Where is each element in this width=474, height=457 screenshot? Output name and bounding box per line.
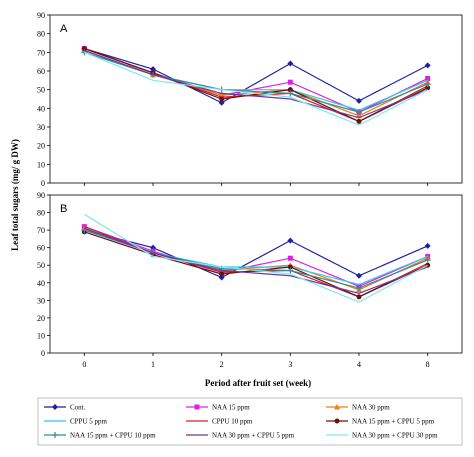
y-axis-label: Leaf total sugars (mg/ g DW) bbox=[10, 139, 20, 251]
legend-item-naa-15-ppm-cppu-5-ppm: NAA 15 ppm + CPPU 5 ppm bbox=[326, 418, 435, 426]
y-tick-label: 70 bbox=[37, 48, 45, 57]
legend-label: NAA 15 ppm + CPPU 5 ppm bbox=[352, 418, 435, 426]
legend-swatch-marker bbox=[334, 418, 340, 424]
y-tick-label: 10 bbox=[37, 331, 45, 340]
y-tick-label: 40 bbox=[37, 279, 45, 288]
y-tick-label: 20 bbox=[37, 142, 45, 151]
y-tick-label: 50 bbox=[37, 261, 45, 270]
legend-label: Cont. bbox=[70, 404, 86, 412]
data-point-cont bbox=[424, 242, 431, 249]
data-point-naa-15-ppm bbox=[287, 79, 293, 85]
panel-label: B bbox=[60, 203, 67, 215]
data-point-naa-15-ppm-cppu-5-ppm bbox=[219, 271, 225, 277]
series-line-naa-30-ppm-cppu-30-ppm bbox=[84, 213, 428, 303]
data-point-naa-15-ppm-cppu-10-ppm bbox=[356, 109, 362, 116]
data-point-cont bbox=[218, 274, 225, 281]
legend-swatch-marker bbox=[52, 404, 58, 410]
legend-item-naa-15-ppm-cppu-10-ppm: NAA 15 ppm + CPPU 10 ppm bbox=[44, 432, 156, 440]
x-tick-label: 1 bbox=[151, 360, 155, 369]
y-tick-label: 90 bbox=[37, 191, 45, 200]
series-naa-30-ppm-cppu-30-ppm bbox=[84, 51, 428, 126]
y-tick-label: 0 bbox=[41, 349, 45, 358]
plot-frame bbox=[49, 194, 463, 354]
y-tick-label: 90 bbox=[37, 11, 45, 20]
data-point-naa-15-ppm-cppu-5-ppm bbox=[356, 294, 362, 300]
panel-label: A bbox=[60, 23, 68, 35]
y-tick-label: 30 bbox=[37, 296, 45, 305]
legend-label: CPPU 10 ppm bbox=[212, 418, 253, 426]
y-tick-label: 50 bbox=[37, 86, 45, 95]
y-tick-label: 10 bbox=[37, 160, 45, 169]
legend-item-cont: Cont. bbox=[44, 404, 86, 412]
data-point-cont bbox=[287, 60, 294, 67]
legend-item-naa-30-ppm-cppu-30-ppm: NAA 30 ppm + CPPU 30 ppm bbox=[326, 432, 438, 440]
data-point-naa-15-ppm-cppu-5-ppm bbox=[287, 87, 293, 93]
data-point-naa-15-ppm-cppu-10-ppm bbox=[424, 256, 431, 263]
legend-item-naa-30-ppm-cppu-5-ppm: NAA 30 ppm + CPPU 5 ppm bbox=[186, 432, 295, 440]
legend-item-cppu-5-ppm: CPPU 5 ppm bbox=[44, 418, 108, 426]
legend-box bbox=[37, 397, 463, 446]
y-tick-label: 80 bbox=[37, 30, 45, 39]
series-line-cont bbox=[84, 229, 428, 279]
data-point-naa-15-ppm-cppu-5-ppm bbox=[425, 85, 431, 91]
legend-label: CPPU 5 ppm bbox=[70, 418, 108, 426]
x-tick-label: 0 bbox=[82, 360, 86, 369]
series-naa-30-ppm-cppu-5-ppm bbox=[84, 49, 428, 119]
legend-label: NAA 30 ppm + CPPU 30 ppm bbox=[352, 432, 438, 440]
series-line-naa-15-ppm-cppu-5-ppm bbox=[84, 48, 428, 123]
chart-panel-a: A 0 10 20 30 40 50 60 70 80 90 bbox=[37, 11, 463, 188]
x-tick-label: 8 bbox=[426, 360, 430, 369]
y-tick-label: 30 bbox=[37, 123, 45, 132]
y-tick-label: 60 bbox=[37, 67, 45, 76]
data-point-naa-15-ppm-cppu-10-ppm bbox=[81, 227, 88, 234]
data-point-naa-15-ppm-cppu-10-ppm bbox=[81, 49, 88, 56]
data-point-naa-15-ppm-cppu-5-ppm bbox=[219, 96, 225, 102]
data-point-naa-15-ppm-cppu-5-ppm bbox=[81, 46, 87, 52]
chart-panel-b: B 0 10 20 30 40 50 60 70 80 90 0 1 2 3 4 8 bbox=[37, 191, 463, 369]
data-point-naa-15-ppm-cppu-5-ppm bbox=[287, 264, 293, 270]
legend-label: NAA 30 ppm bbox=[352, 404, 390, 412]
y-tick-label: 20 bbox=[37, 314, 45, 323]
legend-label: NAA 30 ppm + CPPU 5 ppm bbox=[212, 432, 295, 440]
series-line-naa-15-ppm bbox=[84, 226, 428, 287]
series-naa-30-ppm-cppu-30-ppm bbox=[84, 213, 428, 303]
y-tick-label: 80 bbox=[37, 209, 45, 218]
data-point-cont bbox=[287, 237, 294, 244]
data-point-naa-15-ppm bbox=[425, 75, 431, 81]
x-axis-label: Period after fruit set (week) bbox=[205, 378, 311, 388]
series-line-naa-30-ppm-cppu-30-ppm bbox=[84, 51, 428, 126]
data-point-naa-15-ppm-cppu-10-ppm bbox=[287, 90, 294, 97]
legend-label: NAA 15 ppm + CPPU 10 ppm bbox=[70, 432, 156, 440]
y-tick-label: 40 bbox=[37, 104, 45, 113]
legend-swatch-marker bbox=[194, 404, 200, 410]
plot-frame bbox=[49, 14, 463, 184]
legend-item-naa-15-ppm: NAA 15 ppm bbox=[186, 404, 250, 412]
x-tick-label: 3 bbox=[288, 360, 292, 369]
legend: Cont. NAA 15 ppm NAA 30 ppm CPPU 5 ppm CPPU … bbox=[37, 397, 463, 446]
x-tick-label: 2 bbox=[220, 360, 224, 369]
y-tick-label: 60 bbox=[37, 244, 45, 253]
series-line-naa-30-ppm-cppu-5-ppm bbox=[84, 49, 428, 119]
legend-item-cppu-10-ppm: CPPU 10 ppm bbox=[186, 418, 253, 426]
data-point-naa-15-ppm-cppu-10-ppm bbox=[356, 285, 362, 292]
data-point-cont bbox=[218, 99, 225, 106]
legend-swatch-marker bbox=[52, 432, 58, 438]
data-point-cont bbox=[356, 272, 362, 279]
data-point-cont bbox=[424, 62, 431, 69]
legend-label: NAA 15 ppm bbox=[212, 404, 250, 412]
data-point-naa-15-ppm-cppu-10-ppm bbox=[287, 267, 294, 274]
series-line-cont bbox=[84, 48, 428, 104]
data-point-naa-15-ppm-cppu-10-ppm bbox=[424, 81, 431, 88]
y-tick-label: 70 bbox=[37, 226, 45, 235]
data-point-naa-15-ppm bbox=[287, 255, 293, 261]
legend-item-naa-30-ppm: NAA 30 ppm bbox=[326, 404, 390, 412]
y-tick-label: 0 bbox=[41, 179, 45, 188]
x-tick-label: 4 bbox=[357, 360, 361, 369]
data-point-naa-15-ppm-cppu-5-ppm bbox=[356, 118, 362, 124]
legend-swatch-marker bbox=[334, 404, 340, 410]
data-point-cont bbox=[356, 97, 362, 104]
